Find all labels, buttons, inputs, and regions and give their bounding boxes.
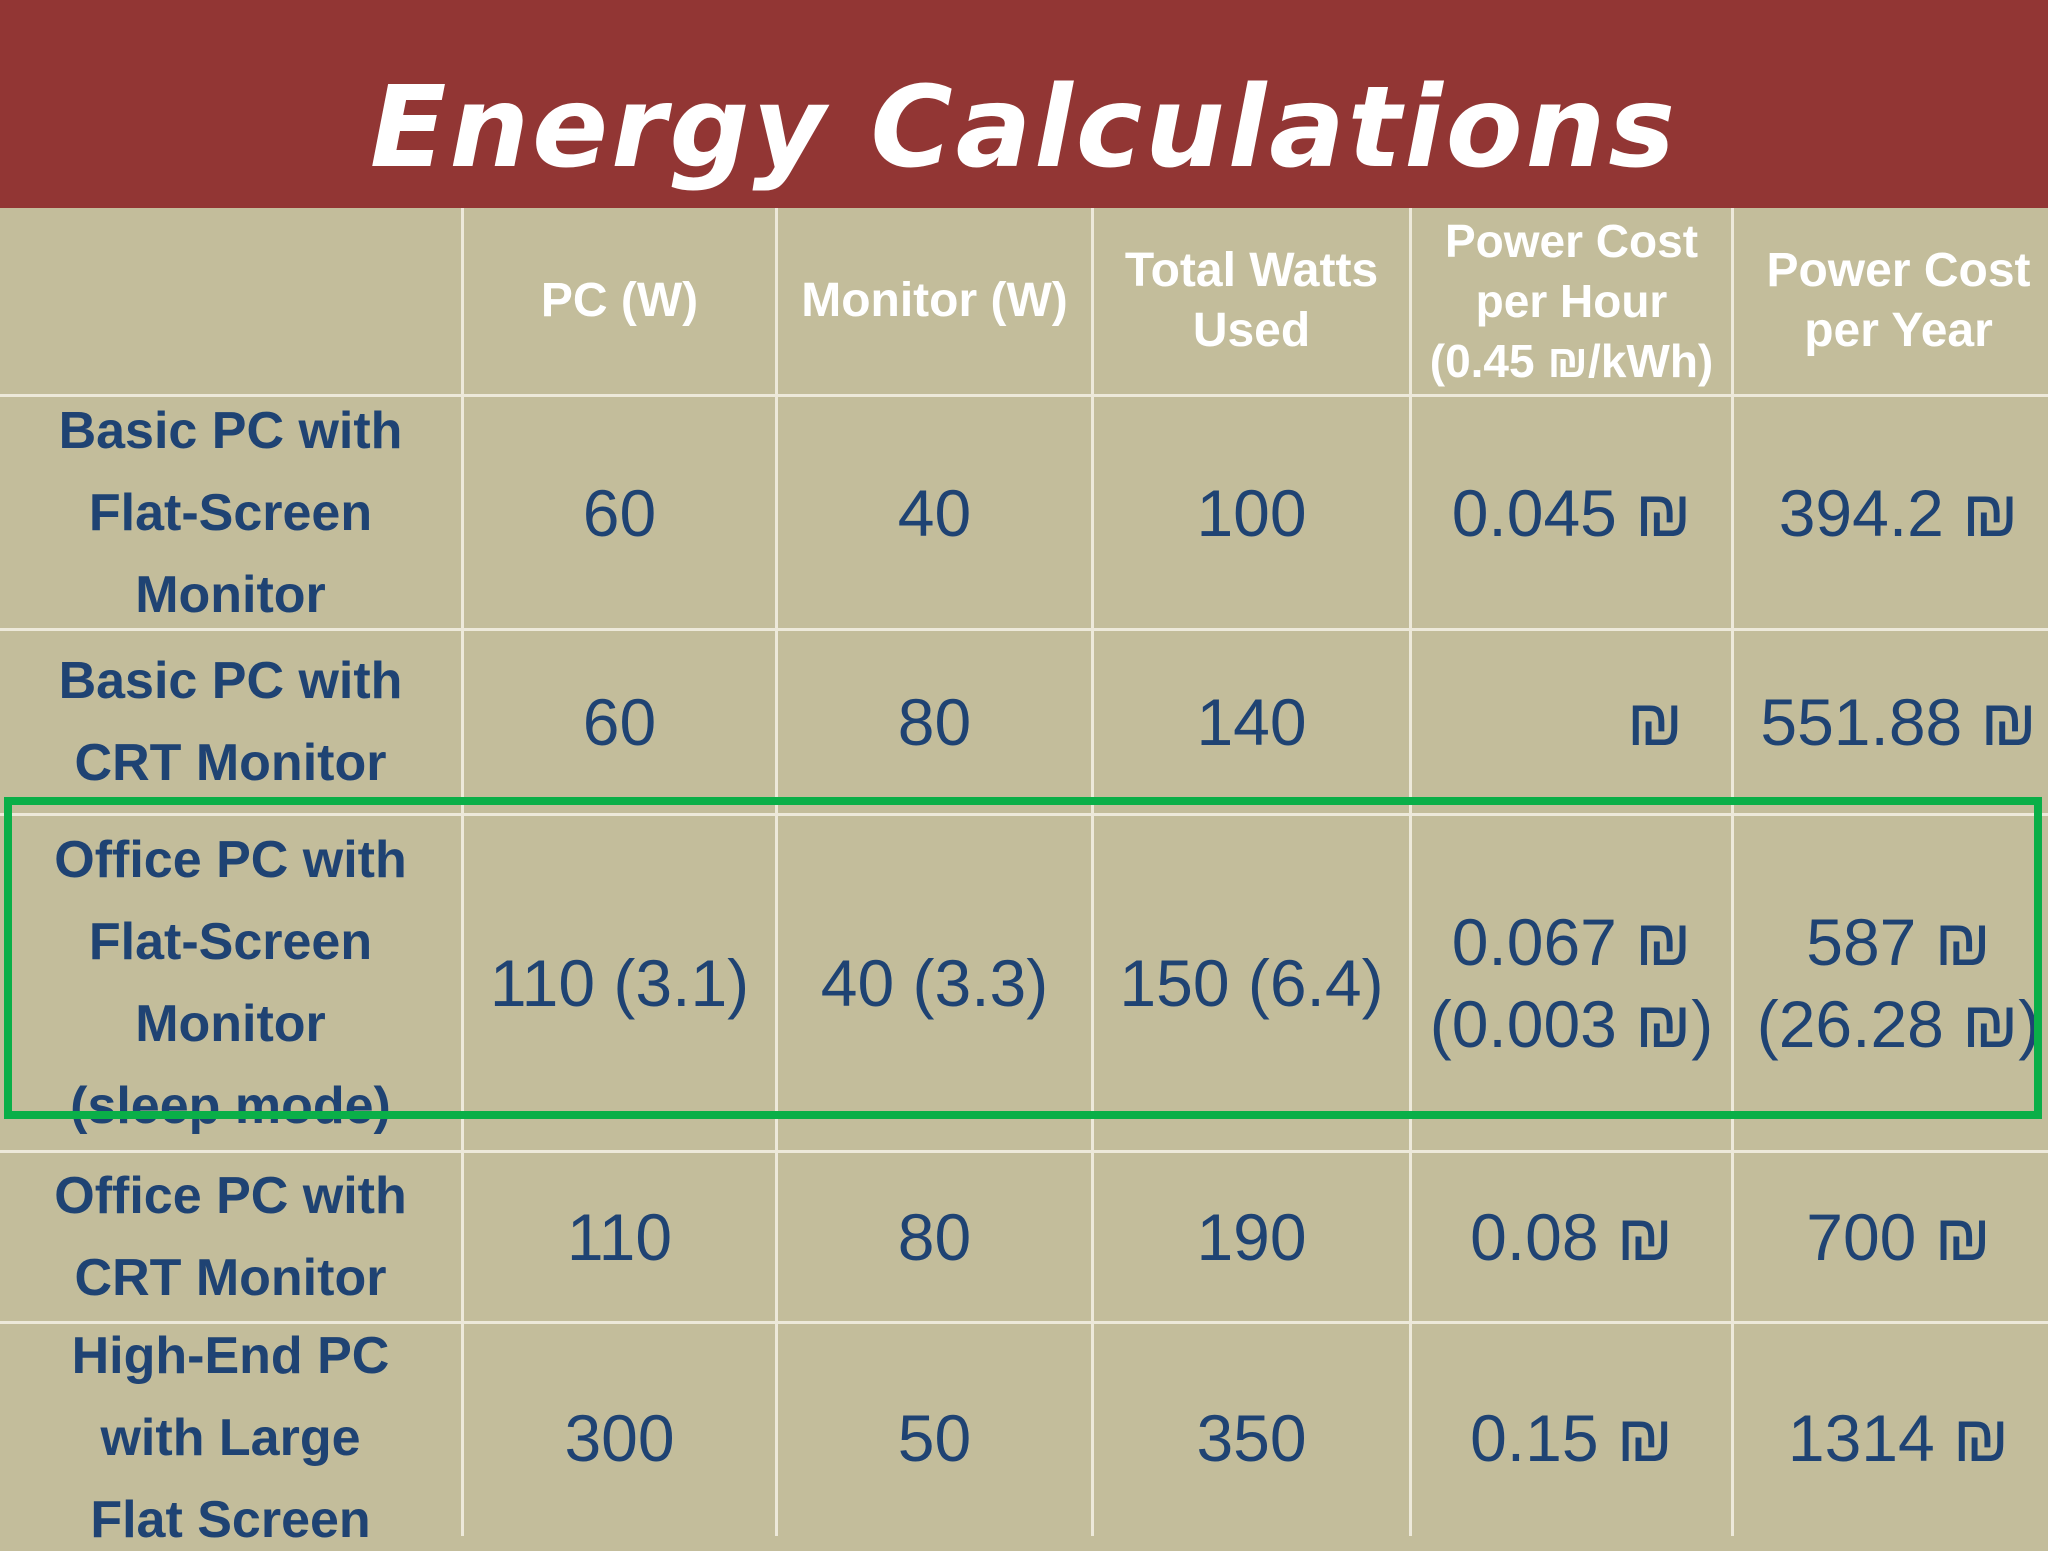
cell-total-watts: 140 (1094, 631, 1409, 813)
header-corner-cell (0, 208, 461, 394)
cell-pc-watts: 60 (464, 631, 775, 813)
cell-pc-watts: 300 (464, 1324, 775, 1551)
cell-cost-per-hour: ₪ (1412, 631, 1731, 813)
cell-total-watts: 150 (6.4) (1094, 816, 1409, 1150)
cell-pc-watts: 60 (464, 397, 775, 628)
header-cost-per-hour: Power Cost per Hour (0.45 ₪/kWh) (1412, 208, 1731, 394)
cell-total-watts: 350 (1094, 1324, 1409, 1551)
cell-cost-per-hour: 0.045 ₪ (1412, 397, 1731, 628)
header-monitor-watts: Monitor (W) (778, 208, 1091, 394)
cell-monitor-watts: 80 (778, 1153, 1091, 1321)
row-label-basic-crt: Basic PC with CRT Monitor (0, 631, 461, 813)
title-band (0, 0, 2048, 208)
cell-total-watts: 100 (1094, 397, 1409, 628)
header-cost-per-year: Power Cost per Year (1734, 208, 2048, 394)
cell-monitor-watts: 80 (778, 631, 1091, 813)
cell-cost-per-year: 1314 ₪ (1734, 1324, 2048, 1551)
cell-cost-per-hour: 0.067 ₪ (0.003 ₪) (1412, 816, 1731, 1150)
cell-cost-per-hour: 0.15 ₪ (1412, 1324, 1731, 1551)
cell-monitor-watts: 50 (778, 1324, 1091, 1551)
row-label-office-crt: Office PC with CRT Monitor (0, 1153, 461, 1321)
cell-cost-per-year: 587 ₪ (26.28 ₪) (1734, 816, 2048, 1150)
cell-total-watts: 190 (1094, 1153, 1409, 1321)
slide-title: Energy Calculations (369, 63, 1679, 193)
cell-cost-per-year: 700 ₪ (1734, 1153, 2048, 1321)
cell-pc-watts: 110 (464, 1153, 775, 1321)
row-label-basic-flat: Basic PC with Flat-Screen Monitor (0, 397, 461, 628)
row-label-highend: High-End PC with Large Flat Screen (0, 1324, 461, 1551)
cell-cost-per-year: 551.88 ₪ (1734, 631, 2048, 813)
row-label-office-flat-sleep: Office PC with Flat-Screen Monitor (slee… (0, 816, 461, 1150)
energy-table: PC (W) Monitor (W) Total Watts Used Powe… (0, 208, 2048, 1551)
cell-pc-watts: 110 (3.1) (464, 816, 775, 1150)
header-pc-watts: PC (W) (464, 208, 775, 394)
cell-cost-per-hour: 0.08 ₪ (1412, 1153, 1731, 1321)
header-total-watts: Total Watts Used (1094, 208, 1409, 394)
cell-monitor-watts: 40 (778, 397, 1091, 628)
cell-cost-per-year: 394.2 ₪ (1734, 397, 2048, 628)
cell-monitor-watts: 40 (3.3) (778, 816, 1091, 1150)
